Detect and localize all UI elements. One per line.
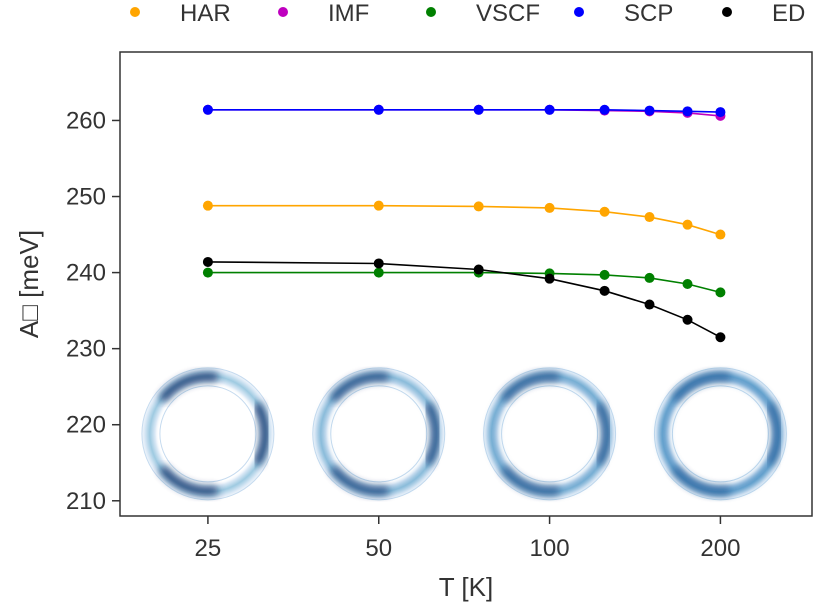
data-point: [644, 105, 655, 116]
data-point: [644, 272, 655, 283]
data-point: [682, 314, 693, 325]
inset-ring-lobe: [159, 372, 219, 402]
data-point: [373, 258, 384, 269]
data-point: [715, 107, 726, 118]
inset-ring-outer-edge: [312, 367, 446, 501]
data-point: [599, 285, 610, 296]
inset-ring: [141, 367, 275, 501]
inset-ring-outer-edge: [483, 367, 617, 501]
data-point: [715, 287, 726, 298]
legend-item-imf: IMF: [278, 0, 369, 27]
inset-ring-base: [654, 367, 787, 500]
inset-ring-lobe: [159, 465, 219, 496]
data-point: [373, 104, 384, 115]
x-axis: 25 50 100 200: [195, 516, 740, 562]
series-group: [202, 104, 726, 343]
inset-ring-base: [141, 367, 274, 500]
inset-ring: [312, 367, 446, 501]
data-point: [202, 267, 213, 278]
inset-ring: [483, 367, 617, 501]
legend-item-scp: SCP: [574, 0, 673, 27]
data-point: [599, 206, 610, 217]
legend-item-har: HAR: [130, 0, 231, 27]
y-tick-label: 250: [66, 184, 106, 211]
y-tick-label: 210: [66, 488, 106, 515]
series-ed: [202, 256, 726, 343]
data-point: [373, 267, 384, 278]
data-point: [544, 104, 555, 115]
legend-marker: [426, 7, 436, 17]
data-point: [599, 104, 610, 115]
x-tick-label: 200: [700, 535, 740, 562]
y-tick-label: 260: [66, 107, 106, 134]
series-line: [207, 109, 721, 113]
inset-ring-inner-edge: [330, 385, 428, 483]
data-point: [644, 299, 655, 310]
inset-ring-uniform-band: [659, 373, 781, 495]
legend-item-ed: ED: [722, 0, 805, 27]
series-scp: [202, 104, 726, 118]
inset-ring-inner-edge: [671, 385, 769, 483]
data-point: [202, 200, 213, 211]
data-point: [473, 104, 484, 115]
x-tick-label: 50: [365, 535, 392, 562]
y-tick-label: 220: [66, 412, 106, 439]
data-point: [544, 273, 555, 284]
legend-marker: [722, 7, 732, 17]
legend-label: SCP: [624, 0, 673, 27]
plot-frame: [119, 51, 813, 517]
data-point: [715, 332, 726, 343]
data-point: [682, 106, 693, 117]
y-axis: 210 220 230 240 250 260: [66, 107, 120, 515]
legend-label: IMF: [328, 0, 369, 27]
legend-label: VSCF: [476, 0, 540, 27]
y-tick-label: 240: [66, 260, 106, 287]
x-tick-label: 25: [195, 535, 222, 562]
legend-item-vscf: VSCF: [426, 0, 540, 27]
data-point: [644, 212, 655, 223]
series-har: [202, 200, 726, 240]
data-point: [373, 200, 384, 211]
x-tick-label: 100: [530, 535, 570, 562]
data-point: [202, 256, 213, 267]
series-line: [207, 204, 721, 236]
data-point: [473, 264, 484, 275]
inset-ring: [653, 367, 787, 501]
legend-label: ED: [772, 0, 805, 27]
data-point: [682, 279, 693, 289]
inset-ring-outer-edge: [141, 367, 275, 501]
data-point: [715, 229, 726, 240]
series-line: [207, 271, 721, 294]
inset-images: [141, 367, 787, 501]
inset-ring-uniform-band: [318, 373, 440, 495]
y-tick-label: 230: [66, 336, 106, 363]
inset-ring-base: [483, 367, 616, 500]
inset-ring-base: [312, 367, 445, 500]
legend-label: HAR: [180, 0, 231, 27]
y-axis-title: A□ [meV]: [14, 230, 44, 338]
legend-marker: [130, 7, 140, 17]
legend-marker: [574, 7, 584, 17]
data-point: [473, 201, 484, 212]
inset-ring-inner-edge: [159, 385, 257, 483]
data-point: [202, 104, 213, 115]
series-line: [207, 261, 721, 338]
inset-ring-lobe: [253, 402, 270, 466]
legend: HAR IMF VSCF SCP ED: [130, 0, 805, 27]
inset-ring-uniform-band: [489, 373, 611, 495]
inset-ring-inner-edge: [501, 385, 599, 483]
legend-marker: [278, 7, 288, 17]
data-point: [544, 202, 555, 213]
x-axis-title: T [K]: [439, 572, 493, 602]
data-point: [599, 269, 610, 280]
series-vscf: [202, 267, 726, 298]
inset-ring-outer-edge: [653, 367, 787, 501]
data-point: [682, 219, 693, 230]
